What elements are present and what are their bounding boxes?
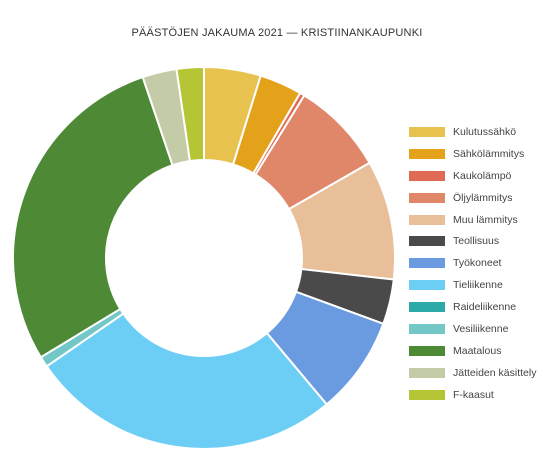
slice-10[interactable]	[12, 75, 174, 359]
legend-item-0[interactable]: Kulutussähkö	[409, 121, 536, 143]
legend-label: Teollisuus	[453, 235, 500, 248]
slice-7[interactable]	[45, 312, 329, 450]
legend-label: Öljylämmitys	[453, 191, 513, 204]
legend-item-6[interactable]: Työkoneet	[409, 252, 536, 274]
legend-label: Työkoneet	[453, 257, 502, 270]
legend-swatch	[409, 192, 445, 203]
legend-swatch	[409, 126, 445, 137]
legend-item-3[interactable]: Öljylämmitys	[409, 187, 536, 209]
legend-label: Tieliikenne	[453, 279, 503, 292]
legend-label: Raideliikenne	[453, 301, 517, 314]
legend-label: Kaukolämpö	[453, 169, 512, 182]
legend-label: Maatalous	[453, 344, 502, 357]
legend-label: Jätteiden käsittely	[453, 366, 537, 379]
legend-swatch	[409, 323, 445, 334]
legend-item-2[interactable]: Kaukolämpö	[409, 165, 536, 187]
legend-item-11[interactable]: Jätteiden käsittely	[409, 362, 536, 384]
legend-swatch	[409, 389, 445, 400]
legend-swatch	[409, 236, 445, 247]
legend-label: F-kaasut	[453, 388, 494, 401]
legend-swatch	[409, 302, 445, 313]
legend-label: Muu lämmitys	[453, 213, 518, 226]
legend-swatch	[409, 280, 445, 291]
slice-12[interactable]	[175, 65, 205, 163]
legend-label: Sähkölämmitys	[453, 147, 525, 160]
legend-swatch	[409, 345, 445, 356]
legend-item-7[interactable]: Tieliikenne	[409, 274, 536, 296]
legend-item-9[interactable]: Vesiliikenne	[409, 318, 536, 340]
legend-item-1[interactable]: Sähkölämmitys	[409, 143, 536, 165]
legend-swatch	[409, 170, 445, 181]
legend-swatch	[409, 148, 445, 159]
legend: Kulutussähkö Sähkölämmitys Kaukolämpö Öljyl…	[409, 121, 536, 406]
legend-item-4[interactable]: Muu lämmitys	[409, 209, 536, 231]
legend-item-10[interactable]: Maatalous	[409, 340, 536, 362]
legend-item-5[interactable]: Teollisuus	[409, 230, 536, 252]
chart-title: PÄÄSTÖJEN JAKAUMA 2021 — KRISTIINANKAUPU…	[131, 27, 423, 39]
legend-swatch	[409, 258, 445, 269]
legend-swatch	[409, 367, 445, 378]
legend-swatch	[409, 214, 445, 225]
legend-label: Kulutussähkö	[453, 125, 517, 138]
legend-item-12[interactable]: F-kaasut	[409, 384, 536, 406]
legend-item-8[interactable]: Raideliikenne	[409, 296, 536, 318]
legend-label: Vesiliikenne	[453, 322, 509, 335]
